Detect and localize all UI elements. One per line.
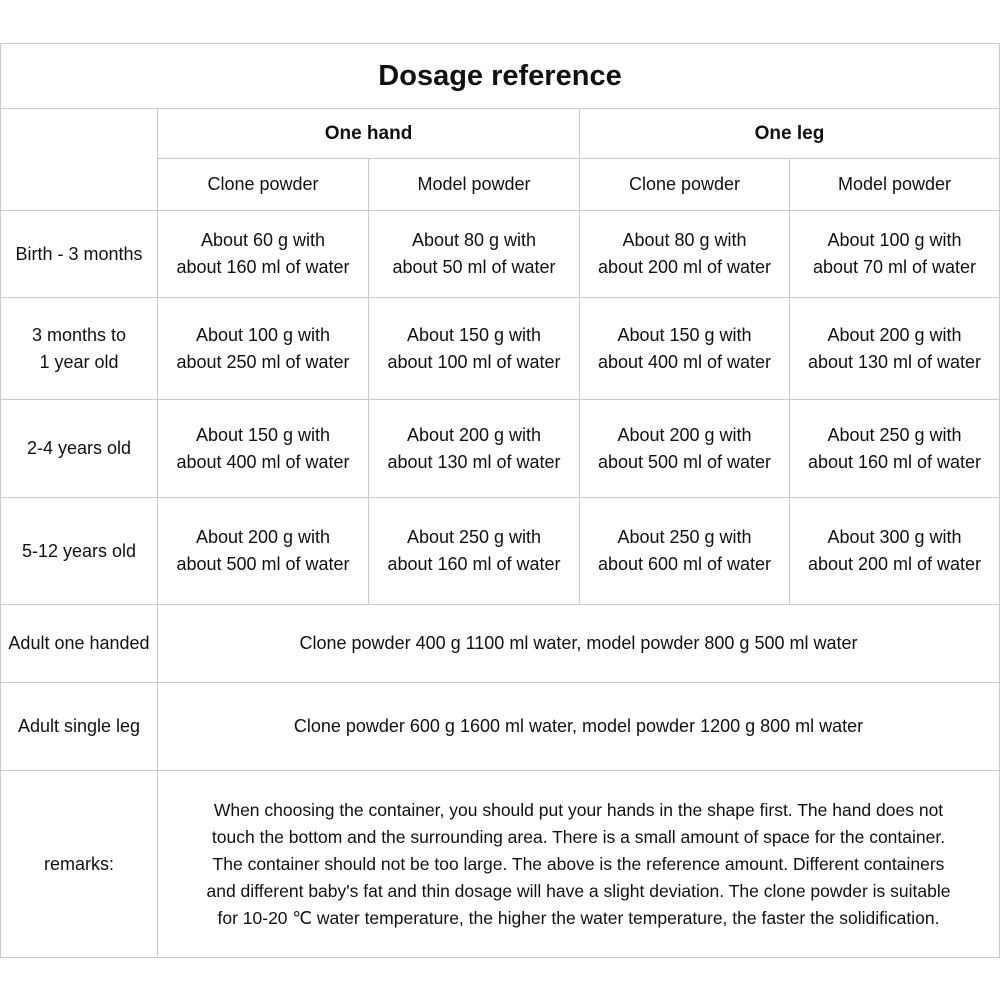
cell-text: and different baby's fat and thin dosage…: [206, 880, 951, 901]
cell-text: about 130 ml of water: [387, 451, 561, 472]
dosage-cell: About 300 g with about 200 ml of water: [789, 497, 1000, 605]
dosage-cell: About 60 g with about 160 ml of water: [157, 210, 369, 298]
cell-text: 5-12 years old: [21, 540, 137, 561]
merged-cell: Clone powder 600 g 1600 ml water, model …: [157, 682, 1000, 771]
dosage-cell: About 100 g with about 70 ml of water: [789, 210, 1000, 298]
cell-text: About 250 g with: [617, 527, 752, 547]
cell-text: about 400 ml of water: [597, 351, 772, 372]
cell-text: About 150 g with: [195, 424, 331, 445]
dosage-cell: About 100 g with about 250 ml of water: [157, 297, 369, 400]
cell-text: Model powder: [837, 174, 952, 194]
cell-text: About 300 g with: [827, 527, 962, 547]
cell-text: about 500 ml of water: [176, 554, 350, 574]
column-header: Clone powder: [157, 158, 369, 211]
dosage-cell: About 200 g with about 500 ml of water: [579, 399, 790, 498]
cell-text: One hand: [324, 123, 413, 144]
dosage-cell: About 80 g with about 200 ml of water: [579, 210, 790, 298]
cell-text: About 150 g with: [406, 324, 542, 345]
dosage-cell: About 80 g with about 50 ml of water: [368, 210, 580, 298]
cell-text: About 200 g with: [406, 424, 542, 445]
group-header: One hand: [157, 108, 580, 159]
merged-cell: Clone powder 400 g 1100 ml water, model …: [157, 604, 1000, 683]
cell-text: about 100 ml of water: [387, 351, 561, 372]
cell-text: When choosing the container, you should …: [213, 799, 944, 820]
cell-text: About 80 g with: [622, 230, 747, 250]
cell-text: about 160 ml of water: [807, 451, 982, 472]
cell-text: touch the bottom and the surrounding are…: [211, 826, 946, 847]
dosage-cell: About 200 g with about 130 ml of water: [789, 297, 1000, 400]
dosage-cell: About 250 g with about 160 ml of water: [368, 497, 580, 605]
cell-text: about 500 ml of water: [597, 451, 772, 472]
column-header: Clone powder: [579, 158, 790, 211]
cell-text: Model powder: [417, 174, 531, 194]
row-label: Adult one handed: [0, 604, 158, 683]
cell-text: One leg: [754, 123, 825, 144]
cell-text: About 250 g with: [406, 527, 542, 547]
cell-text: The container should not be too large. T…: [212, 853, 945, 874]
column-header: Model powder: [368, 158, 580, 211]
cell-text: remarks:: [43, 853, 114, 874]
row-label: Adult single leg: [0, 682, 158, 771]
cell-text: About 150 g with: [617, 324, 752, 345]
title-cell: Dosage reference: [0, 43, 1000, 109]
corner-cell: [0, 108, 158, 211]
cell-text: about 600 ml of water: [597, 554, 772, 574]
cell-text: About 100 g with: [195, 324, 331, 345]
cell-text: About 200 g with: [195, 527, 331, 547]
cell-text: about 70 ml of water: [812, 257, 977, 277]
cell-text: Adult one handed: [8, 633, 150, 653]
cell-text: about 160 ml of water: [176, 257, 350, 277]
cell-text: Clone powder 600 g 1600 ml water, model …: [293, 716, 864, 736]
cell-text: about 200 ml of water: [807, 554, 982, 574]
cell-text: About 200 g with: [617, 424, 752, 445]
cell-text: about 130 ml of water: [807, 351, 982, 372]
cell-text: 3 months to: [31, 324, 127, 345]
cell-text: about 400 ml of water: [176, 451, 350, 472]
row-label: Birth - 3 months: [0, 210, 158, 298]
cell-text: about 200 ml of water: [597, 257, 772, 277]
cell-text: for 10-20 ℃ water temperature, the highe…: [217, 907, 940, 928]
row-label: 2-4 years old: [0, 399, 158, 498]
dosage-cell: About 150 g with about 400 ml of water: [157, 399, 369, 498]
row-label: remarks:: [0, 770, 158, 958]
dosage-cell: About 250 g with about 600 ml of water: [579, 497, 790, 605]
cell-text: Clone powder: [628, 174, 741, 194]
dosage-cell: About 150 g with about 400 ml of water: [579, 297, 790, 400]
cell-text: Birth - 3 months: [15, 243, 143, 264]
cell-text: Clone powder 400 g 1100 ml water, model …: [299, 633, 858, 653]
cell-text: About 80 g with: [411, 230, 537, 250]
group-header: One leg: [579, 108, 1000, 159]
cell-text: About 250 g with: [827, 424, 962, 445]
column-header: Model powder: [789, 158, 1000, 211]
row-label: 3 months to 1 year old: [0, 297, 158, 400]
cell-text: about 160 ml of water: [387, 554, 561, 574]
cell-text: about 50 ml of water: [392, 257, 556, 277]
cell-text: Clone powder: [207, 174, 319, 194]
dosage-cell: About 150 g with about 100 ml of water: [368, 297, 580, 400]
dosage-cell: About 250 g with about 160 ml of water: [789, 399, 1000, 498]
dosage-cell: About 200 g with about 500 ml of water: [157, 497, 369, 605]
remarks-cell: When choosing the container, you should …: [157, 770, 1000, 958]
cell-text: Dosage reference: [378, 59, 622, 92]
cell-text: About 200 g with: [827, 324, 962, 345]
row-label: 5-12 years old: [0, 497, 158, 605]
cell-text: about 250 ml of water: [176, 351, 350, 372]
cell-text: 2-4 years old: [26, 438, 132, 458]
dosage-cell: About 200 g with about 130 ml of water: [368, 399, 580, 498]
cell-text: Adult single leg: [17, 716, 141, 736]
cell-text: 1 year old: [39, 351, 119, 372]
cell-text: About 100 g with: [827, 230, 962, 250]
cell-text: About 60 g with: [200, 230, 326, 250]
